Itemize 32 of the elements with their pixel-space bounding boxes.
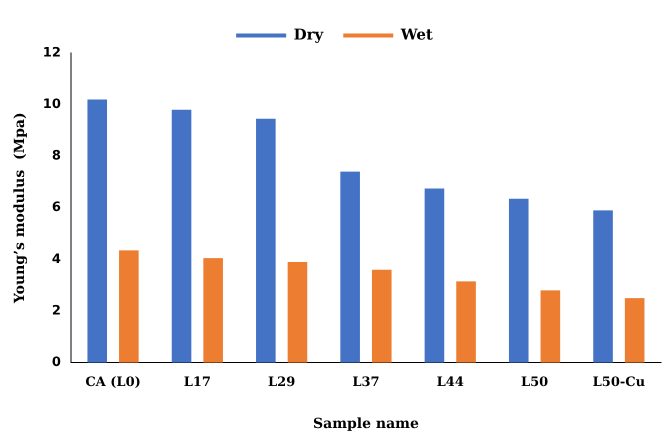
bar	[424, 188, 444, 363]
bar	[340, 172, 360, 363]
y-tick-label: 0	[52, 354, 61, 370]
x-tick-label: L17	[184, 374, 211, 390]
x-tick-label: L29	[268, 374, 296, 390]
bar	[372, 270, 392, 363]
x-tick-label: L50	[520, 374, 548, 390]
bar	[624, 298, 644, 363]
bar	[256, 118, 276, 363]
bar	[203, 258, 223, 363]
legend-label: Dry	[294, 25, 325, 44]
y-axis-title: Young’s modulus (Mpa)	[12, 112, 28, 304]
bar	[87, 99, 108, 363]
bar	[456, 281, 476, 363]
y-tick-label: 10	[42, 96, 61, 112]
bar	[288, 262, 308, 363]
bar	[508, 198, 529, 363]
y-tick-label: 8	[52, 148, 61, 164]
x-tick-label: L50-Cu	[592, 374, 646, 390]
y-tick-label: 12	[42, 45, 61, 60]
bar	[540, 290, 560, 363]
y-tick-label: 4	[52, 252, 61, 267]
bar	[172, 110, 192, 363]
x-axis-title: Sample name	[313, 416, 419, 432]
y-tick-label: 2	[52, 303, 61, 318]
x-tick-label: L44	[436, 374, 464, 390]
x-tick-label: L37	[352, 374, 380, 390]
bar	[119, 250, 139, 363]
legend-label: Wet	[400, 25, 433, 44]
x-tick-label: CA (L0)	[85, 374, 141, 390]
bar	[593, 210, 613, 363]
y-tick-label: 6	[52, 200, 61, 216]
